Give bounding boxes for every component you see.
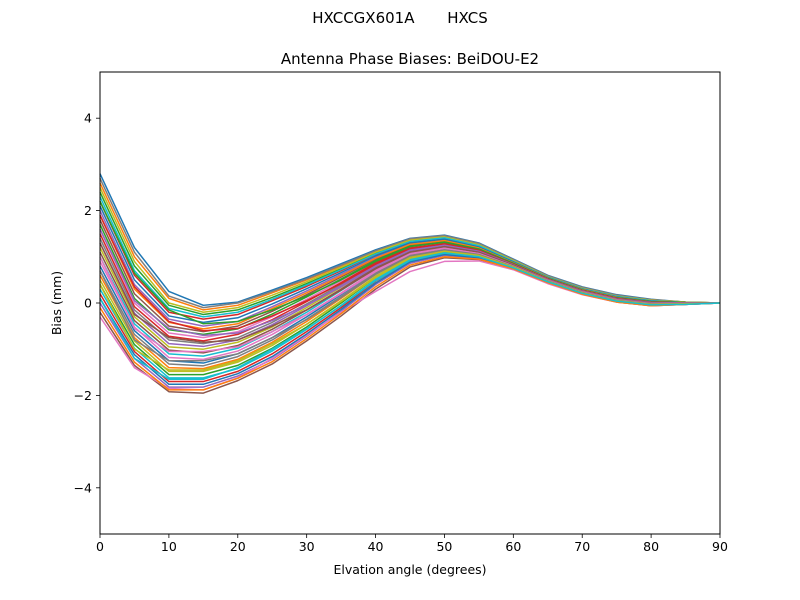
chart-title: Antenna Phase Biases: BeiDOU-E2 [281,50,539,68]
series-line-s32 [99,256,721,391]
x-tick-label: 70 [574,539,590,554]
series-line-s40 [99,252,721,380]
series-line-s15 [99,254,721,388]
x-axis-ticks: 0 10 20 30 40 50 60 70 80 90 [96,534,728,554]
y-axis-ticks: −4 −2 0 2 4 [74,111,100,495]
x-tick-label: 40 [368,539,384,554]
series-line-s34 [99,214,720,332]
y-tick-label: −2 [74,388,92,403]
x-tick-label: 30 [299,539,315,554]
x-axis-label: Elvation angle (degrees) [333,562,486,577]
series-line-s18 [99,177,721,309]
y-tick-label: −4 [74,480,92,495]
x-tick-label: 20 [230,539,246,554]
y-tick-label: 0 [84,296,92,311]
series-layer [99,173,721,394]
antenna-name: HXCS [447,9,488,27]
y-axis-label: Bias (mm) [49,271,64,335]
y-tick-label: 2 [84,203,92,218]
y-tick-label: 4 [84,111,92,126]
x-tick-label: 10 [161,539,177,554]
x-tick-label: 90 [712,539,728,554]
x-tick-label: 80 [643,539,659,554]
x-tick-label: 60 [505,539,521,554]
figure-suptitle: HXCCGX601A HXCS [0,9,800,27]
series-line-s16 [99,256,721,394]
x-tick-label: 50 [436,539,452,554]
receiver-name: HXCCGX601A [312,9,415,27]
x-tick-label: 0 [96,539,104,554]
